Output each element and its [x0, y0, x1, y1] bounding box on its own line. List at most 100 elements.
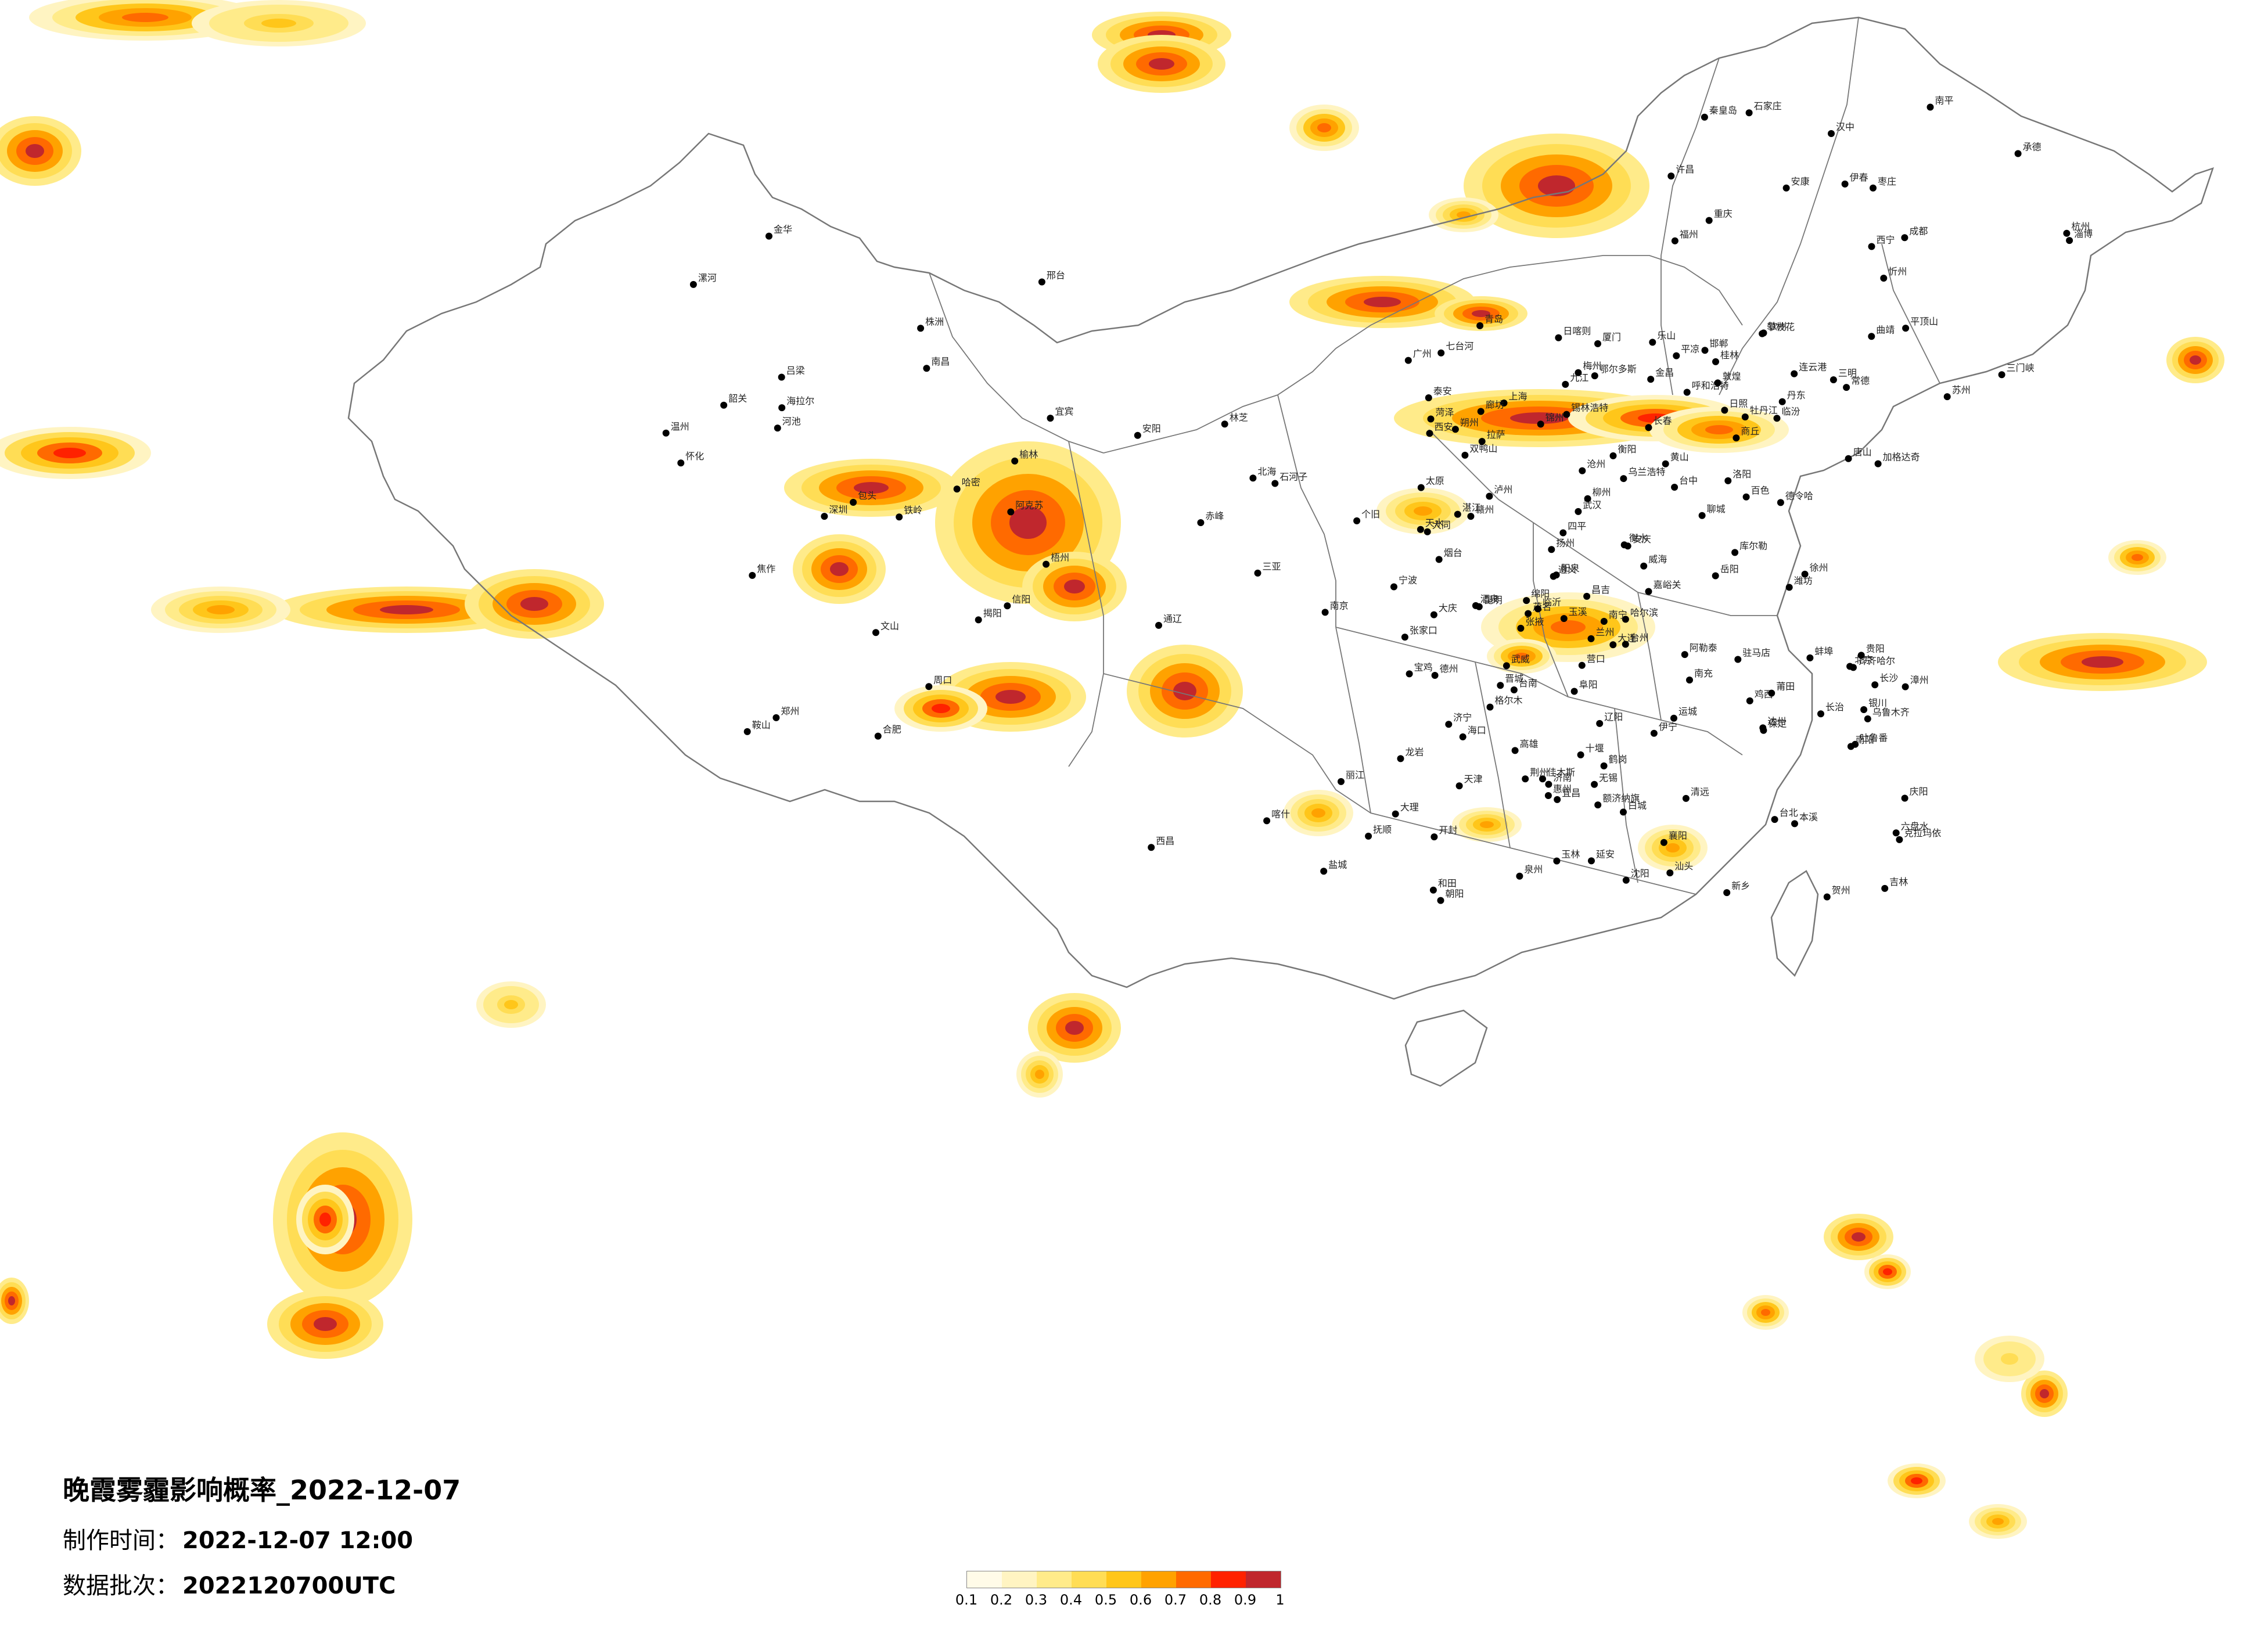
city-label: 六盘水 — [1901, 821, 1929, 832]
city-marker — [1539, 775, 1546, 783]
city-marker — [1577, 751, 1584, 758]
city-label: 汉中 — [1836, 121, 1854, 132]
city-label: 达州 — [1767, 715, 1786, 726]
city-label: 西昌 — [1156, 835, 1174, 846]
haze-region — [1852, 1232, 1866, 1242]
city-marker — [1425, 394, 1432, 401]
city-label: 徐州 — [1810, 562, 1828, 573]
city-label: 佳木斯 — [1547, 767, 1575, 778]
city-label: 鄂尔多斯 — [1600, 364, 1637, 375]
production-time-label: 制作时间： — [63, 1527, 179, 1554]
legend-tick-label: 0.8 — [1199, 1592, 1222, 1608]
city-label: 昆明 — [1484, 595, 1503, 606]
city-marker — [1860, 706, 1868, 713]
city-label: 大同 — [1432, 520, 1451, 531]
city-label: 哈尔滨 — [1630, 607, 1658, 618]
city-marker — [1578, 661, 1586, 669]
map-title: 晚霞雾霾影响概率_2022-12-07 — [63, 1474, 461, 1506]
city-label: 遵义 — [1558, 564, 1577, 575]
city-label: 西安 — [1435, 421, 1453, 432]
haze-region — [1992, 1518, 2004, 1525]
city-marker — [743, 728, 751, 735]
china-outline — [347, 16, 2214, 1000]
city-marker — [1559, 529, 1567, 537]
city-marker — [1901, 234, 1908, 242]
city-marker — [1263, 817, 1271, 825]
city-label: 玉溪 — [1569, 606, 1587, 617]
city-marker — [1782, 184, 1790, 192]
city-label: 阳泉 — [1561, 563, 1580, 574]
city-marker — [1517, 624, 1525, 632]
city-marker — [1600, 762, 1608, 769]
haze-region — [1414, 506, 1432, 516]
haze-region — [1883, 1268, 1892, 1275]
city-marker — [1759, 330, 1766, 337]
city-marker — [975, 616, 982, 624]
city-marker — [1666, 869, 1674, 877]
city-label: 临汾 — [1782, 406, 1800, 417]
city-label: 阜阳 — [1579, 679, 1598, 690]
city-label: 保定 — [1768, 718, 1787, 729]
city-marker — [1768, 689, 1775, 697]
city-label: 海拉尔 — [786, 395, 814, 406]
city-label: 敦煌 — [1723, 370, 1741, 382]
city-marker — [778, 373, 785, 381]
city-marker — [1745, 109, 1753, 117]
city-label: 唐山 — [1853, 447, 1872, 458]
haze-region — [504, 1000, 518, 1009]
city-label: 开封 — [1439, 825, 1457, 836]
city-marker — [1998, 371, 2005, 379]
city-marker — [1864, 715, 1871, 722]
city-label: 铁岭 — [904, 505, 922, 516]
city-label: 鸡西 — [1755, 689, 1773, 700]
city-marker — [1534, 605, 1541, 613]
city-marker — [1742, 493, 1750, 501]
haze-region — [1065, 1021, 1084, 1035]
city-label: 聊城 — [1707, 503, 1726, 515]
city-label: 邯郸 — [1710, 338, 1728, 349]
haze-region — [854, 482, 889, 494]
city-label: 本溪 — [1799, 811, 1818, 822]
city-marker — [1401, 634, 1408, 641]
city-label: 沧州 — [1587, 459, 1605, 470]
city-marker — [1430, 833, 1438, 841]
city-marker — [1397, 755, 1404, 762]
city-marker — [1645, 424, 1652, 431]
city-label: 合肥 — [883, 724, 901, 735]
city-marker — [1874, 460, 1882, 467]
haze-region — [26, 144, 44, 158]
legend-swatch-7 — [1176, 1571, 1211, 1588]
city-marker — [1662, 460, 1669, 467]
city-label: 乐山 — [1657, 330, 1676, 341]
city-label: 个旧 — [1361, 509, 1380, 520]
city-label: 格尔木 — [1495, 695, 1523, 706]
city-marker — [1548, 546, 1555, 553]
legend-color-bar — [966, 1571, 1281, 1588]
city-label: 衡阳 — [1618, 444, 1637, 455]
city-marker — [1500, 400, 1508, 406]
haze-region — [1911, 1477, 1922, 1484]
production-time-row: 制作时间： 2022-12-07 12:00 — [63, 1521, 413, 1555]
city-label: 日喀则 — [1563, 326, 1591, 337]
city-marker — [1523, 597, 1530, 605]
city-label: 杭州 — [2071, 221, 2090, 232]
city-marker — [720, 401, 728, 409]
city-marker — [1733, 434, 1740, 442]
city-marker — [1647, 376, 1655, 383]
haze-region — [1510, 412, 1568, 424]
city-label: 双鸭山 — [1469, 443, 1497, 454]
city-marker — [1431, 672, 1439, 679]
city-label: 绵阳 — [1531, 588, 1550, 599]
city-marker — [1806, 654, 1814, 661]
legend-tick-label: 0.4 — [1059, 1592, 1083, 1608]
haze-region — [1515, 653, 1529, 660]
city-marker — [1847, 743, 1854, 750]
city-label: 惠州 — [1553, 783, 1572, 794]
city-marker — [1731, 549, 1739, 556]
city-label: 林芝 — [1230, 412, 1248, 423]
city-label: 蚌埠 — [1814, 646, 1833, 657]
city-marker — [1427, 415, 1435, 423]
city-label: 岳阳 — [1720, 564, 1739, 575]
city-label: 营口 — [1587, 653, 1605, 664]
legend-tick-label: 0.9 — [1234, 1592, 1257, 1608]
